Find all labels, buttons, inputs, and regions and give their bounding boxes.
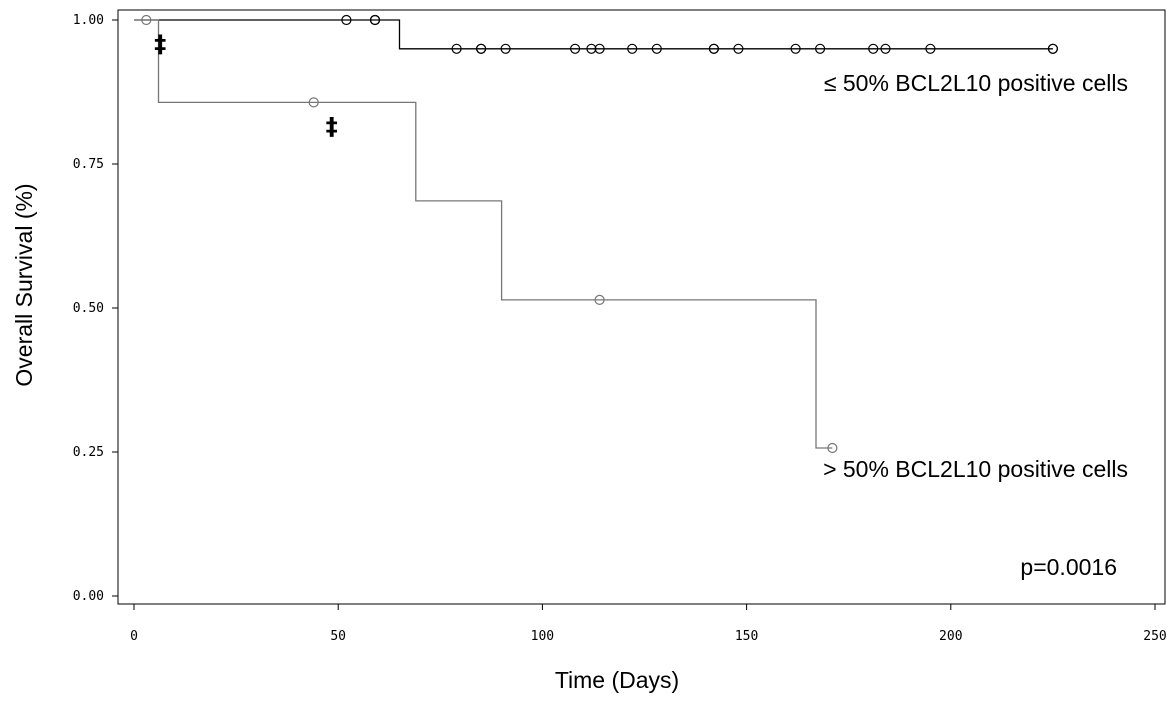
censor-marker xyxy=(814,43,826,54)
survival-curve xyxy=(134,19,833,449)
x-tick-label: 100 xyxy=(531,629,554,644)
censor-marker xyxy=(1047,43,1059,54)
series-layer xyxy=(134,14,1059,454)
censor-marker xyxy=(733,43,744,54)
censor-marker xyxy=(308,97,319,108)
y-tick-label: 0.25 xyxy=(73,445,104,460)
censor-marker xyxy=(141,14,152,26)
series-1 xyxy=(134,14,1059,54)
censor-marker xyxy=(880,43,891,54)
low-group-label: ≤ 50% BCL2L10 positive cells xyxy=(824,70,1128,96)
y-tick-label: 0.50 xyxy=(73,301,104,316)
x-tick-label: 150 xyxy=(735,629,758,644)
censor-marker xyxy=(476,43,487,54)
series-2 xyxy=(134,14,838,454)
censor-marker xyxy=(708,43,720,54)
censor-marker xyxy=(369,14,381,26)
censor-marker xyxy=(868,43,879,54)
x-tick-label: 200 xyxy=(939,629,962,644)
marker-layer: ‡‡ xyxy=(154,30,338,140)
y-tick-label: 0.00 xyxy=(73,589,104,604)
survival-curve xyxy=(134,19,1053,50)
censor-marker xyxy=(594,294,605,305)
high-group-label: > 50% BCL2L10 positive cells xyxy=(823,456,1128,482)
censor-marker xyxy=(569,43,581,54)
censor-marker xyxy=(925,43,936,54)
censor-marker xyxy=(586,43,597,54)
dagger-marker: ‡ xyxy=(326,112,338,140)
x-tick-label: 250 xyxy=(1143,629,1166,644)
plot-area-frame xyxy=(117,9,1166,605)
y-axis-label: Overall Survival (%) xyxy=(11,183,37,386)
x-tick-label: 0 xyxy=(130,629,138,644)
censor-marker xyxy=(827,442,838,454)
x-axis-label: Time (Days) xyxy=(555,667,679,693)
censor-marker xyxy=(651,43,662,54)
x-axis: 0 50 100 150 200 250 xyxy=(130,604,1167,644)
censor-marker xyxy=(627,43,638,54)
y-tick-label: 1.00 xyxy=(73,13,104,28)
censor-marker xyxy=(451,43,462,54)
censor-marker xyxy=(500,43,511,54)
y-axis: 0.00 0.25 0.50 0.75 1.00 xyxy=(73,13,118,604)
p-value-label: p=0.0016 xyxy=(1020,554,1117,580)
censor-marker xyxy=(341,14,352,26)
y-tick-label: 0.75 xyxy=(73,157,104,172)
censor-marker xyxy=(790,43,801,54)
dagger-marker: ‡ xyxy=(154,30,166,58)
censor-marker xyxy=(594,43,605,54)
x-tick-label: 50 xyxy=(330,629,346,644)
